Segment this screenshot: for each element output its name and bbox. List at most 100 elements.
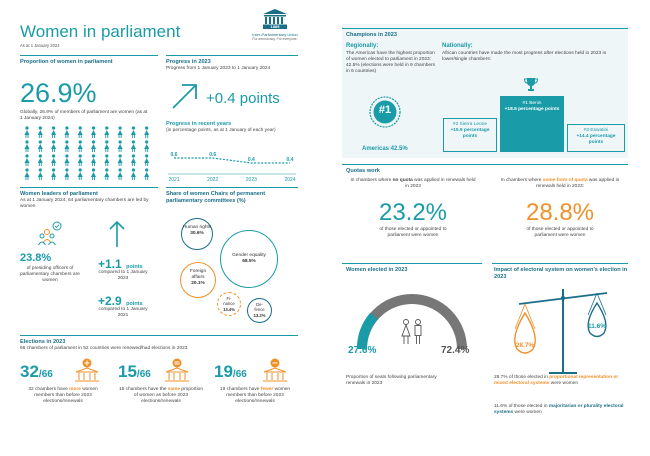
person-icon (91, 154, 96, 166)
data-label: 0.6 (171, 152, 178, 158)
quota-right-caption: In chambers where some form of quota was… (500, 178, 620, 189)
leaders-p1-value: +1.1 (98, 257, 122, 271)
person-icon (37, 168, 43, 180)
person-icon (117, 140, 123, 152)
person-icon (144, 126, 150, 138)
quota-right-value: 28.8% (525, 199, 595, 226)
medal-label: #1 (378, 104, 392, 116)
regional-title: Regionally: (346, 43, 379, 49)
leaders-value-desc: of presiding officers of parliamentary c… (20, 266, 80, 283)
impact-title: Impact of electoral system on women's el… (494, 267, 628, 280)
election-card-same: 15/66 15 chambers have the same proporti… (118, 358, 208, 442)
recent-title: Progress in recent years (166, 121, 232, 127)
person-icon (64, 168, 70, 180)
person-icon (144, 140, 150, 152)
impact-right-value: 11.6% (587, 323, 607, 330)
bubble-gender-equality: Gender equality 68.5% (220, 230, 278, 288)
quota-left-desc: of those elected or appointed to parliam… (379, 227, 447, 238)
impact-line-1: 28.7% of those elected in proportional r… (494, 375, 619, 386)
proportion-title: Proportion of women in parliament (20, 59, 113, 65)
leaders-p1-unit: points (126, 264, 143, 270)
presiding-officers-icon (38, 221, 62, 246)
person-icon (51, 154, 57, 166)
quota-right-desc: of those elected or appointed to parliam… (526, 227, 594, 238)
progress-subtitle: Progress from 1 January 2023 to 1 Januar… (166, 66, 271, 71)
person-icon (104, 168, 110, 180)
person-icon (130, 140, 136, 152)
national-desc: African countries have made the most pro… (442, 51, 607, 62)
parliament-minus-icon (263, 358, 287, 382)
trophy-icon (523, 78, 539, 91)
logo-year: 1889 (270, 24, 280, 29)
people-grid (20, 126, 155, 182)
x-tick-label: 2021 (168, 177, 179, 183)
bubble-foreign-affairs: Foreign affairs 20.1% (180, 262, 216, 298)
logo-tagline: For democracy. For everyone. (252, 37, 298, 41)
progress-value: +0.4 points (206, 90, 280, 107)
election-card-fewer: 19/66 19 chambers have fewer women membe… (214, 358, 304, 442)
leaders-title: Women leaders of parliament (20, 191, 98, 197)
person-icon (130, 126, 136, 138)
person-icon (77, 140, 83, 152)
person-icon (91, 168, 96, 180)
leaders-p2-value: +2.9 (98, 294, 122, 308)
bubble-defence: De-fence 13.2% (247, 298, 272, 323)
person-icon (64, 140, 70, 152)
bubble-human-rights: Human rights 30.6% (181, 218, 213, 250)
recent-subtitle: (in percentage points, as at 1 January o… (166, 128, 276, 133)
trend-up-arrow-icon (172, 84, 197, 109)
impact-line-2: 11.6% of those elected in majoritarian o… (494, 404, 624, 415)
national-title: Nationally: (442, 43, 473, 49)
person-icon (91, 140, 96, 152)
person-icon (130, 154, 136, 166)
person-icon (104, 126, 110, 138)
person-icon (24, 140, 30, 152)
elected-men-value: 72.4% (441, 345, 470, 356)
seats-donut-chart (356, 294, 467, 350)
quotas-title: Quotas work (346, 168, 380, 174)
election-more-desc: 32 chambers have more women members than… (28, 387, 98, 404)
leaders-value: 23.8% (20, 252, 52, 264)
leaders-p2-desc: compared to 1 January 2021 (98, 307, 148, 318)
impact-left-value: 28.7% (515, 342, 535, 349)
leaders-p1-desc: compared to 1 January 2023 (98, 270, 148, 281)
woman-man-icon (401, 319, 422, 344)
quota-left-value: 23.2% (378, 199, 448, 226)
leaders-desc: As at 1 January 2024, 64 parliamentary c… (20, 198, 149, 209)
person-icon (24, 168, 30, 180)
person-icon (37, 154, 43, 166)
quota-left-caption: In chambers where no quota was applied i… (350, 178, 476, 189)
person-icon (117, 168, 123, 180)
parliament-building-icon (263, 9, 287, 29)
person-icon (37, 126, 43, 138)
data-label: 0.6 (209, 152, 216, 158)
person-icon (51, 126, 57, 138)
person-icon (24, 154, 30, 166)
elected-title: Women elected in 2023 (346, 267, 408, 273)
scales-icon (514, 289, 608, 374)
x-tick-label: 2022 (207, 177, 218, 183)
leaders-p2-unit: points (126, 301, 143, 307)
person-icon (91, 126, 96, 138)
x-tick-label: 2023 (246, 177, 257, 183)
person-icon (117, 154, 123, 166)
person-icon (77, 168, 83, 180)
person-icon (144, 154, 150, 166)
person-icon (104, 140, 110, 152)
elections-desc: 66 chambers of parliament in 52 countrie… (20, 346, 188, 351)
americas-value: Americas 42.5% (362, 146, 408, 152)
person-icon (37, 140, 43, 152)
election-same-desc: 15 chambers have the same proportion of … (118, 387, 204, 404)
person-icon (77, 126, 83, 138)
podium-first: #1 Benin +18.5 percentage points (500, 96, 564, 152)
person-icon (51, 168, 57, 180)
champions-panel (342, 24, 628, 158)
elections-title: Elections in 2023 (20, 339, 66, 345)
data-label: 0.4 (287, 157, 294, 163)
person-icon (117, 126, 123, 138)
up-arrow-icon (109, 220, 125, 247)
person-icon (64, 126, 70, 138)
progress-title: Progress in 2023 (166, 59, 211, 65)
bubble-finance: Fi-nance 13.4% (217, 292, 241, 316)
election-card-more: 32/66 32 chambers have more women member… (20, 358, 110, 442)
